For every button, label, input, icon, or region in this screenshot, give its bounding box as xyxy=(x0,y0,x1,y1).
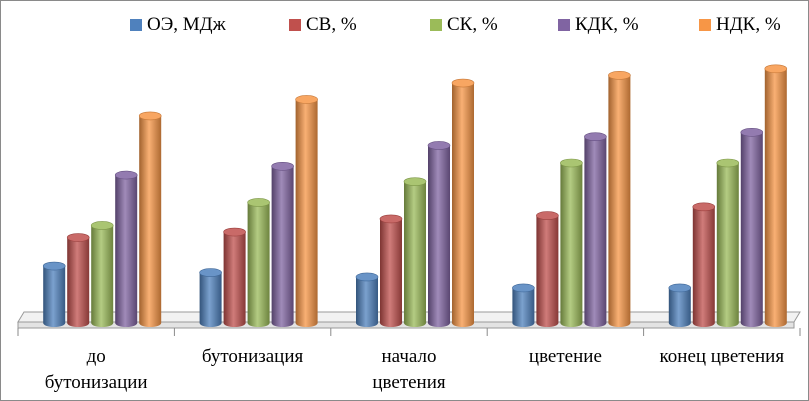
x-tick-label-line: цветение xyxy=(528,346,602,367)
legend-item: КДК, % xyxy=(558,14,639,36)
bar xyxy=(403,177,427,327)
x-tick-label-line: конец цветения xyxy=(659,346,785,367)
bar xyxy=(451,78,475,327)
bar xyxy=(247,198,270,327)
x-tick-label-line: начало xyxy=(381,346,437,367)
bar xyxy=(764,64,788,328)
x-tick-label: цветение xyxy=(487,344,643,370)
x-tick-label-line: цветения xyxy=(372,372,446,393)
bar xyxy=(740,128,764,327)
legend-item: НДК, % xyxy=(699,14,781,36)
bar xyxy=(379,214,403,327)
legend-label: КДК, % xyxy=(575,14,639,35)
bar xyxy=(138,111,162,327)
bar xyxy=(584,132,607,327)
bar xyxy=(355,272,379,327)
x-tick-label: конец цветения xyxy=(644,344,800,370)
bar xyxy=(536,211,559,327)
x-tick-label: бутонизация xyxy=(175,344,331,370)
bar xyxy=(608,71,631,327)
bar xyxy=(668,283,692,327)
legend-label: НДК, % xyxy=(716,14,781,35)
bar xyxy=(427,141,451,327)
legend-swatch xyxy=(289,19,301,31)
legend-label: СВ, % xyxy=(306,14,357,35)
legend-swatch xyxy=(558,19,570,31)
legend-item: СВ, % xyxy=(289,14,357,36)
bar xyxy=(199,268,222,327)
chart-bars xyxy=(42,64,788,328)
bar xyxy=(42,261,66,327)
legend-label: СК, % xyxy=(447,14,498,35)
legend-item: ОЭ, МДж xyxy=(130,14,226,36)
bar xyxy=(271,161,294,327)
bar xyxy=(90,221,114,327)
bar xyxy=(66,233,90,327)
bar xyxy=(512,283,535,327)
bar xyxy=(295,95,318,327)
bar xyxy=(692,202,716,327)
x-tick-label-line: бутонизация xyxy=(201,346,304,367)
x-tick-label-line: бутонизации xyxy=(44,372,148,393)
bar xyxy=(114,170,138,327)
x-tick-label: начало цветения xyxy=(331,344,487,396)
legend-swatch xyxy=(130,19,142,31)
bar xyxy=(560,158,583,327)
legend-item: СК, % xyxy=(430,14,498,36)
bar xyxy=(716,158,740,327)
legend-swatch xyxy=(699,19,711,31)
x-tick-label-line: до xyxy=(86,346,106,367)
legend-swatch xyxy=(430,19,442,31)
x-tick-label: до бутонизации xyxy=(18,344,174,396)
chart-legend: ОЭ, МДж СВ, % СК, % КДК, % НДК, % xyxy=(0,14,809,38)
bar xyxy=(223,227,246,327)
legend-label: ОЭ, МДж xyxy=(147,14,226,35)
